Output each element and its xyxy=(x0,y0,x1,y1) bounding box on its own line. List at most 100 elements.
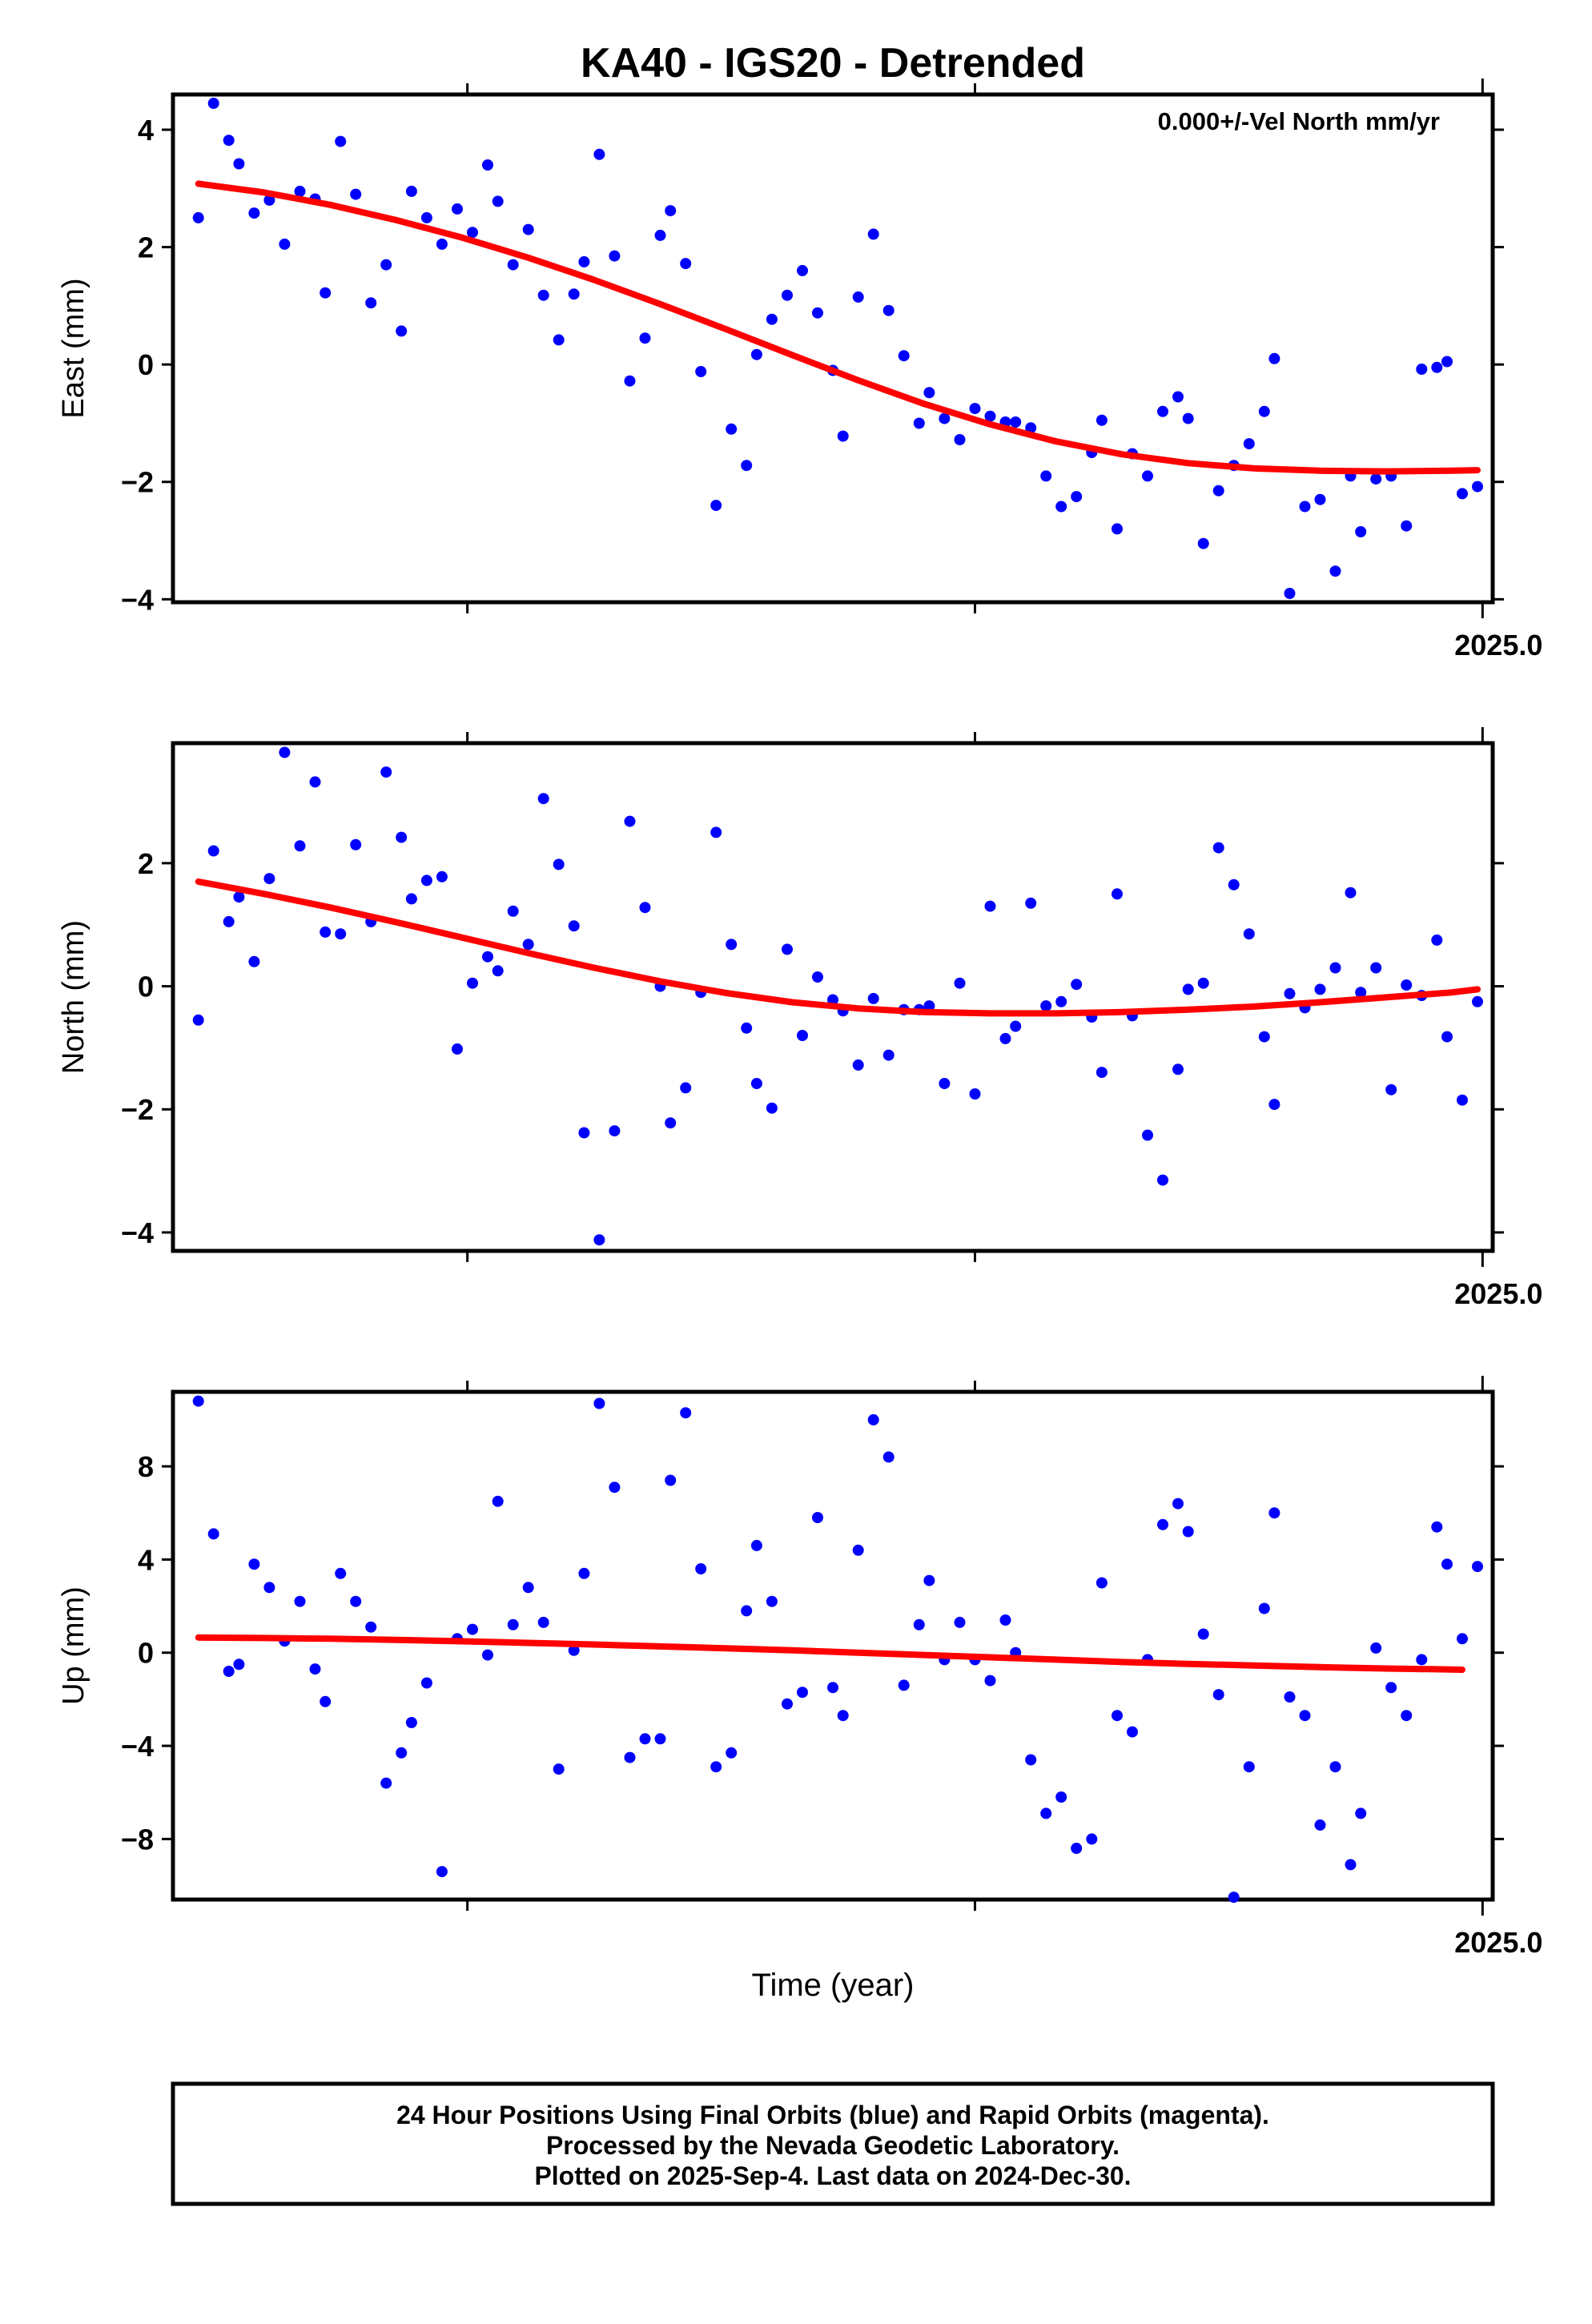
data-point xyxy=(867,1413,879,1425)
data-point xyxy=(1284,987,1296,999)
data-point xyxy=(710,826,722,838)
y-tick-label: 0 xyxy=(138,1637,154,1670)
data-point xyxy=(1258,405,1270,417)
data-point xyxy=(1212,1689,1224,1701)
data-point xyxy=(1284,1691,1296,1703)
data-point xyxy=(1142,1129,1153,1141)
data-point xyxy=(593,1234,605,1246)
data-point xyxy=(1096,1577,1108,1589)
data-point xyxy=(1096,414,1108,426)
data-point xyxy=(1182,1526,1194,1538)
panel-1: −4 −2 0 2 4 2025.0 East (mm) 0.000+/-Vel North … xyxy=(57,78,1542,661)
data-point xyxy=(1071,1843,1083,1854)
data-point xyxy=(1416,1654,1428,1666)
data-point xyxy=(1243,928,1255,940)
footer-line-1: 24 Hour Positions Using Final Orbits (bl… xyxy=(396,2101,1269,2129)
data-point xyxy=(1314,983,1326,995)
data-point xyxy=(1385,1084,1397,1096)
data-point xyxy=(750,1078,762,1089)
data-point xyxy=(999,1032,1011,1044)
data-point xyxy=(1345,887,1357,899)
data-point xyxy=(294,840,306,852)
data-point xyxy=(279,746,291,758)
data-point xyxy=(507,1618,519,1630)
data-point xyxy=(624,375,636,387)
data-point xyxy=(1055,995,1067,1007)
data-point xyxy=(741,1022,753,1034)
data-point xyxy=(969,1088,981,1100)
y-tick-label: −2 xyxy=(121,466,154,499)
data-point xyxy=(984,900,996,912)
data-point xyxy=(639,1733,651,1745)
data-point xyxy=(436,238,448,250)
data-point xyxy=(1127,1726,1138,1738)
data-point xyxy=(405,893,417,905)
y-tick-label: −4 xyxy=(121,583,154,616)
data-point xyxy=(420,211,432,223)
data-point xyxy=(750,1539,762,1551)
data-point xyxy=(207,845,219,857)
data-point xyxy=(1157,1174,1168,1186)
data-point xyxy=(1228,879,1240,891)
data-point xyxy=(467,227,478,239)
data-point xyxy=(654,229,666,241)
y-tick-label: 0 xyxy=(138,348,154,381)
data-point xyxy=(233,1659,245,1671)
data-point xyxy=(396,1747,408,1759)
data-point xyxy=(380,1777,392,1789)
data-point xyxy=(882,304,894,316)
data-point xyxy=(852,291,864,303)
data-point xyxy=(1457,488,1468,500)
data-point xyxy=(1370,473,1382,485)
footer-line-3: Plotted on 2025-Sep-4. Last data on 2024… xyxy=(534,2161,1131,2190)
data-point xyxy=(396,325,408,337)
data-point xyxy=(537,793,549,805)
data-point xyxy=(867,228,879,240)
data-point xyxy=(223,135,235,147)
data-point xyxy=(467,1623,478,1635)
y-axis-label: Up (mm) xyxy=(57,1586,90,1705)
data-point xyxy=(609,1482,621,1494)
data-point xyxy=(294,185,306,197)
data-point xyxy=(568,288,580,300)
data-point xyxy=(609,1125,621,1137)
data-point xyxy=(797,1030,808,1041)
y-axis-label: East (mm) xyxy=(57,278,90,418)
data-point xyxy=(1431,934,1443,946)
data-point xyxy=(1416,364,1428,375)
data-point xyxy=(1172,391,1184,403)
data-point xyxy=(1055,1791,1067,1803)
data-point xyxy=(553,1763,565,1775)
data-point xyxy=(782,289,793,301)
data-point xyxy=(726,939,738,951)
data-point xyxy=(710,1761,722,1773)
data-point xyxy=(350,188,362,200)
fit-curve xyxy=(195,878,1481,1017)
data-point xyxy=(233,158,245,170)
plot-frame xyxy=(171,1389,1495,1902)
data-point xyxy=(1268,352,1280,364)
data-point xyxy=(1112,1710,1123,1722)
data-point xyxy=(436,1866,448,1878)
data-point xyxy=(1431,361,1443,373)
data-point xyxy=(969,403,981,415)
data-point xyxy=(867,992,879,1004)
data-point xyxy=(1457,1633,1468,1645)
data-point xyxy=(507,259,519,271)
data-point xyxy=(248,1558,260,1570)
data-point xyxy=(1299,1710,1311,1722)
x-tick-label: 2025.0 xyxy=(1454,1277,1542,1310)
y-tick-label: 2 xyxy=(138,847,154,880)
data-point xyxy=(797,1687,808,1699)
data-point xyxy=(294,1595,306,1607)
y-tick-label: 0 xyxy=(138,971,154,1003)
y-tick-label: 4 xyxy=(138,114,154,147)
data-point xyxy=(1212,842,1224,854)
data-point xyxy=(1355,1807,1367,1819)
data-point xyxy=(320,287,332,299)
data-point xyxy=(1071,979,1083,991)
data-point xyxy=(405,1717,417,1728)
x-tick-label: 2025.0 xyxy=(1454,629,1542,661)
data-point xyxy=(923,387,935,399)
